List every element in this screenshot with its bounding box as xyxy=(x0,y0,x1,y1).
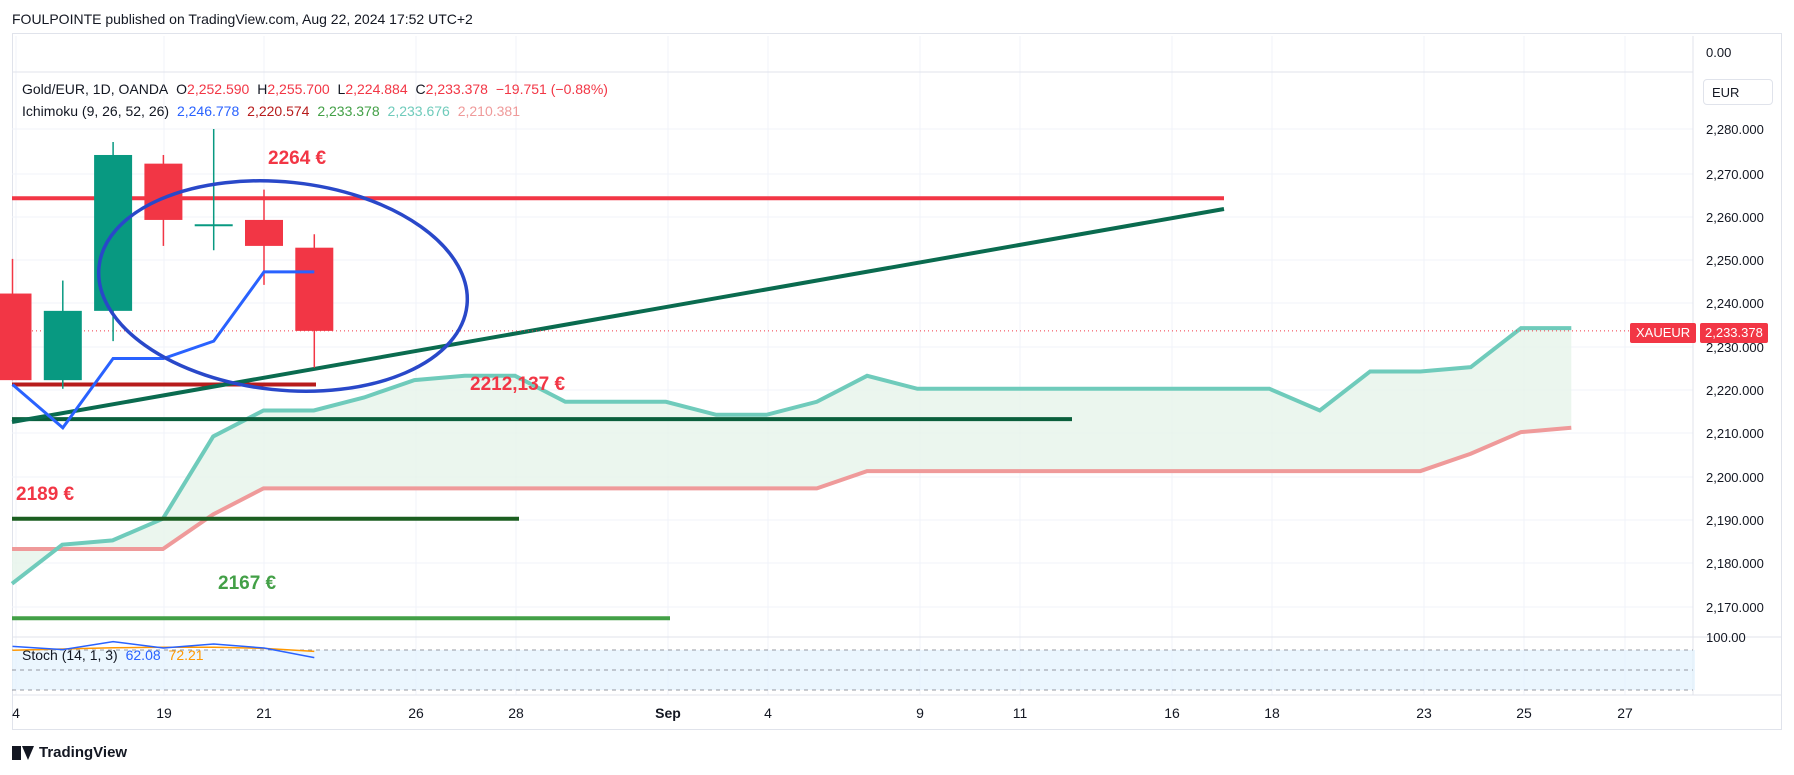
stoch-k-line xyxy=(12,640,315,659)
ichimoku-legend: Ichimoku (9, 26, 52, 26) 2,246.778 2,220… xyxy=(22,103,524,119)
ichimoku-kijun-value: 2,220.574 xyxy=(247,103,310,119)
price-annotation-text: 2212,137 € xyxy=(470,374,566,395)
tradingview-brand: TradingView xyxy=(39,744,128,761)
symbol-price-tag: XAUEUR xyxy=(1630,323,1697,343)
ichimoku-chikou-value: 2,233.378 xyxy=(317,103,380,119)
x-axis-tick-label: 4 xyxy=(12,705,20,721)
ichimoku-label[interactable]: Ichimoku (9, 26, 52, 26) xyxy=(22,103,170,119)
x-axis-tick-label: 26 xyxy=(408,705,424,721)
symbol-name[interactable]: Gold/EUR, 1D, OANDA xyxy=(22,81,169,97)
ichimoku-tenkan-value: 2,246.778 xyxy=(176,103,240,119)
stoch-d-value: 72.21 xyxy=(168,647,204,663)
y-axis-tick-label: 2,270.000 xyxy=(1706,167,1764,182)
candle-body-down xyxy=(295,247,334,331)
y-axis-tick-label: 0.00 xyxy=(1706,45,1731,60)
x-axis-tick-label: 18 xyxy=(1264,705,1280,721)
trend-line xyxy=(11,207,1225,424)
x-axis-tick-label: 27 xyxy=(1617,705,1633,721)
ellipse-annotation xyxy=(96,179,470,393)
close-label: C xyxy=(415,81,426,97)
price-annotation-text: 2189 € xyxy=(16,484,75,505)
price-annotation-text: 2167 € xyxy=(218,573,277,594)
x-axis-tick-label: 19 xyxy=(156,705,172,721)
x-axis-tick-label: 11 xyxy=(1013,705,1028,721)
high-value: 2,255.700 xyxy=(267,81,330,97)
x-axis-tick-label: 28 xyxy=(508,705,524,721)
ichimoku-span-a-line xyxy=(10,326,1572,586)
ichimoku-span-b-value: 2,210.381 xyxy=(457,103,521,119)
y-axis-tick-label: 2,260.000 xyxy=(1706,210,1764,225)
x-axis-tick-label: 16 xyxy=(1164,705,1180,721)
candle-body-down xyxy=(0,293,32,381)
stoch-k-value: 62.08 xyxy=(125,647,161,663)
stoch-label[interactable]: Stoch (14, 1, 3) xyxy=(22,647,118,663)
x-axis-tick-label: 21 xyxy=(256,705,272,721)
y-axis-tick-label: 2,220.000 xyxy=(1706,383,1764,398)
open-label: O xyxy=(176,81,188,97)
price-annotation-text: 2264 € xyxy=(268,148,327,169)
x-axis-tick-label: 9 xyxy=(916,705,924,721)
high-label: H xyxy=(257,81,268,97)
y-axis-tick-label: 2,170.000 xyxy=(1706,600,1764,615)
open-value: 2,252.590 xyxy=(187,81,250,97)
low-value: 2,224.884 xyxy=(345,81,408,97)
candle-body-up xyxy=(43,310,82,381)
symbol-legend: Gold/EUR, 1D, OANDA O2,252.590 H2,255.70… xyxy=(22,81,612,97)
ichimoku-span-a-value: 2,233.676 xyxy=(387,103,450,119)
ichimoku-cloud xyxy=(12,328,1572,584)
stoch-legend: Stoch (14, 1, 3) 62.08 72.21 xyxy=(22,647,208,663)
ichimoku-span-b-line xyxy=(12,425,1572,552)
tradingview-logo-icon xyxy=(12,745,34,760)
change-value: −19.751 (−0.88%) xyxy=(495,81,608,97)
last-price-tag: 2,233.378 xyxy=(1700,323,1768,343)
x-axis-tick-label: Sep xyxy=(655,705,681,721)
candle-body-down xyxy=(245,219,283,246)
close-value: 2,233.378 xyxy=(425,81,488,97)
y-axis-tick-label: 2,230.000 xyxy=(1706,340,1764,355)
y-axis-tick-label: 2,200.000 xyxy=(1706,470,1764,485)
y-axis-tick-label: 2,210.000 xyxy=(1706,426,1764,441)
y-axis-tick-label: 2,250.000 xyxy=(1706,253,1764,268)
chart-frame xyxy=(12,33,1782,730)
candle-body-up xyxy=(194,224,233,227)
x-axis-tick-label: 25 xyxy=(1516,705,1532,721)
y-axis-tick-label: 100.00 xyxy=(1706,630,1746,645)
tradingview-logo[interactable]: TradingView xyxy=(12,744,127,761)
x-axis-tick-label: 23 xyxy=(1416,705,1432,721)
y-axis-tick-label: 2,180.000 xyxy=(1706,556,1764,571)
y-axis-tick-label: 2,280.000 xyxy=(1706,122,1764,137)
publish-header: FOULPOINTE published on TradingView.com,… xyxy=(12,11,473,27)
low-label: L xyxy=(337,81,346,97)
y-axis-tick-label: 2,240.000 xyxy=(1706,296,1764,311)
y-axis-tick-label: 2,190.000 xyxy=(1706,513,1764,528)
currency-button[interactable]: EUR xyxy=(1703,79,1773,105)
x-axis-tick-label: 4 xyxy=(764,705,772,721)
